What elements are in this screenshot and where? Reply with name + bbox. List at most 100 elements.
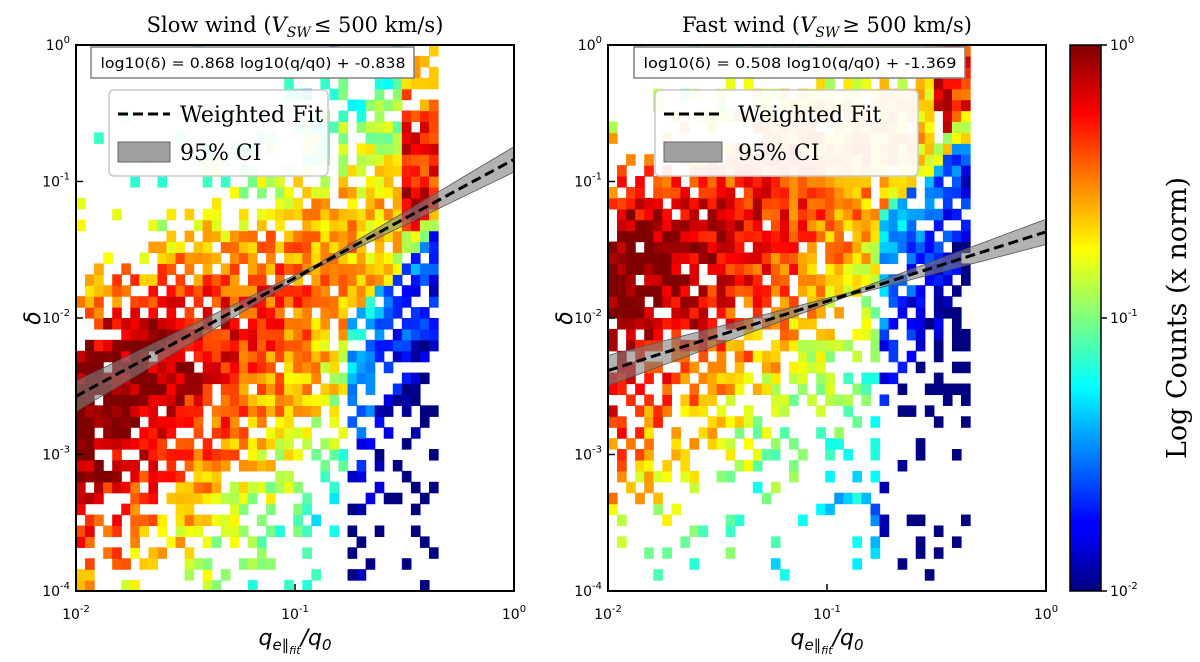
heatmap-cell [284, 296, 294, 308]
heatmap-cell [193, 449, 204, 461]
heatmap-cell [807, 241, 817, 254]
heatmap-cell [157, 372, 168, 385]
heatmap-cell [356, 569, 367, 581]
heatmap-cell [834, 219, 844, 232]
heatmap-cell [320, 339, 331, 352]
heatmap-cell [365, 307, 376, 319]
heatmap-cell [284, 186, 294, 199]
heatmap-cell [707, 318, 718, 330]
heatmap-cell [834, 241, 844, 254]
heatmap-cell [130, 481, 140, 494]
heatmap-cell [139, 514, 150, 527]
heatmap-cell [293, 350, 303, 363]
heatmap-cell [148, 219, 159, 232]
heatmap-cell [247, 459, 258, 472]
heatmap-cell [193, 219, 204, 232]
x-tick-label: 10-2 [62, 604, 90, 623]
heatmap-cell [383, 99, 394, 112]
heatmap-cell [392, 459, 403, 472]
heatmap-cell [338, 88, 349, 101]
heatmap-cell [338, 143, 349, 155]
heatmap-cell [175, 525, 186, 537]
heatmap-cell [320, 285, 331, 297]
heatmap-cell [419, 176, 430, 188]
heatmap-cell [401, 154, 412, 166]
heatmap-cell [626, 219, 636, 232]
heatmap-cell [961, 514, 971, 527]
heatmap-cell [112, 558, 122, 570]
y-tick-label: 10-1 [42, 172, 70, 191]
heatmap-cell [961, 361, 971, 374]
heatmap-cell [689, 470, 700, 483]
heatmap-cell [302, 307, 312, 319]
heatmap-cell [951, 110, 962, 123]
heatmap-cell [94, 274, 104, 286]
heatmap-cell [680, 230, 691, 243]
panel-title: Slow wind (VSW ≤ 500 km/s) [147, 13, 444, 41]
heatmap-cell [302, 525, 312, 537]
heatmap-cell [220, 176, 231, 188]
x-axis-label: qe∥fit/q0 [258, 626, 331, 657]
heatmap-cell [429, 405, 439, 417]
heatmap-cell [429, 481, 439, 494]
heatmap-cell [419, 318, 430, 330]
heatmap-cell [121, 481, 131, 494]
heatmap-cell [789, 186, 799, 199]
heatmap-cell [897, 230, 908, 243]
heatmap-cell [293, 241, 303, 254]
heatmap-cell [166, 361, 177, 374]
heatmap-cell [320, 230, 331, 243]
heatmap-cell [734, 361, 745, 374]
heatmap-cell [220, 361, 231, 374]
heatmap-cell [617, 230, 627, 243]
heatmap-cell [347, 208, 358, 221]
heatmap-cell [320, 208, 331, 221]
heatmap-cell [392, 307, 403, 319]
heatmap-cell [743, 197, 754, 210]
heatmap-cell [807, 350, 817, 363]
heatmap-cell [779, 176, 790, 188]
heatmap-cell [644, 328, 654, 341]
heatmap-cell [193, 470, 204, 483]
heatmap-cell [320, 459, 331, 472]
heatmap-cell [789, 394, 799, 406]
heatmap-cell [211, 536, 222, 548]
heatmap-cell [365, 350, 376, 363]
heatmap-cell [85, 514, 95, 527]
heatmap-cell [915, 361, 926, 374]
heatmap-cell [392, 154, 403, 166]
heatmap-cell [698, 372, 709, 385]
heatmap-cell [816, 208, 826, 221]
heatmap-cell [293, 383, 303, 396]
heatmap-cell [716, 296, 727, 308]
heatmap-cell [257, 241, 267, 254]
heatmap-cell [861, 252, 872, 264]
heatmap-cell [383, 186, 394, 199]
heatmap-cell [275, 350, 285, 363]
heatmap-cell [419, 110, 430, 123]
heatmap-cell [789, 230, 799, 243]
heatmap-cell [175, 361, 186, 374]
heatmap-cell [166, 394, 177, 406]
heatmap-cell [166, 492, 177, 505]
heatmap-cell [401, 394, 412, 406]
heatmap-cell [302, 252, 312, 264]
heatmap-cell [617, 470, 627, 483]
heatmap-cell [247, 580, 258, 591]
heatmap-cell [807, 186, 817, 199]
heatmap-cell [365, 558, 376, 570]
heatmap-cell [743, 328, 754, 341]
heatmap-cell [356, 307, 367, 319]
heatmap-cell [383, 307, 394, 319]
heatmap-cell [302, 427, 312, 439]
heatmap-cell [933, 241, 944, 254]
heatmap-cell [347, 252, 358, 264]
heatmap-cell [698, 285, 709, 297]
heatmap-cell [139, 318, 150, 330]
heatmap-cell [761, 427, 772, 439]
heatmap-cell [798, 252, 808, 264]
heatmap-cell [392, 350, 403, 363]
heatmap-cell [951, 307, 962, 319]
heatmap-cell [293, 481, 303, 494]
heatmap-cell [130, 547, 140, 559]
